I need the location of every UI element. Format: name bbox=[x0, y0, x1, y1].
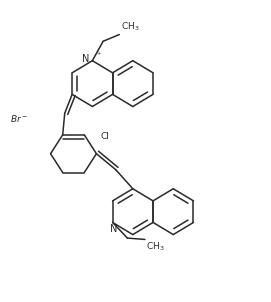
Text: $^+$: $^+$ bbox=[95, 51, 101, 57]
Text: N: N bbox=[110, 224, 118, 234]
Text: CH$_3$: CH$_3$ bbox=[146, 241, 165, 253]
Text: Cl: Cl bbox=[101, 132, 109, 141]
Text: Br$^-$: Br$^-$ bbox=[10, 113, 28, 124]
Text: CH$_3$: CH$_3$ bbox=[121, 21, 139, 33]
Text: N: N bbox=[82, 54, 90, 64]
